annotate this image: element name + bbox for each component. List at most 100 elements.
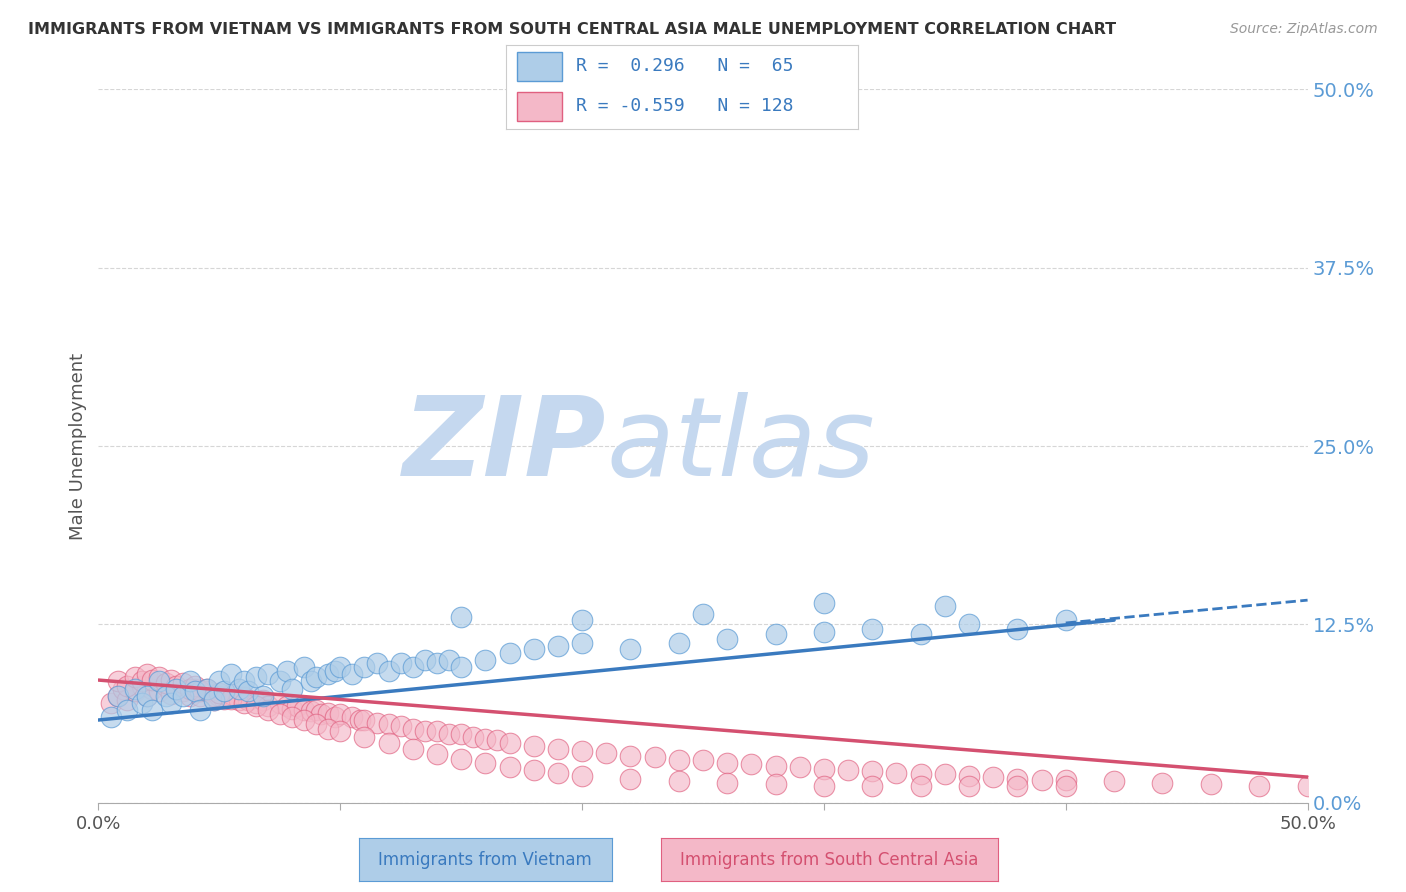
Point (329, 724, 352, 739)
Point (450, 751, 472, 765)
Point (188, 703, 211, 717)
Point (228, 681, 250, 696)
Point (204, 693, 226, 707)
Point (117, 679, 139, 693)
Point (232, 696, 254, 710)
Point (957, 617, 980, 632)
Point (188, 684, 211, 698)
Point (1007, 772, 1029, 786)
Point (155, 676, 177, 690)
Point (644, 750, 666, 764)
Point (172, 684, 194, 698)
Point (238, 693, 260, 707)
Point (117, 693, 139, 707)
Point (692, 607, 714, 622)
Bar (517, 92, 562, 120)
Point (204, 693, 226, 707)
Point (184, 681, 207, 696)
Point (111, 681, 134, 696)
Point (353, 713, 375, 727)
Point (165, 681, 187, 696)
Point (100, 696, 122, 710)
Point (135, 689, 157, 703)
Point (305, 703, 328, 717)
Point (765, 777, 787, 791)
Point (285, 698, 308, 713)
Point (860, 622, 883, 636)
Point (498, 736, 520, 750)
Point (256, 667, 278, 681)
Point (342, 710, 364, 724)
Point (474, 756, 496, 770)
Point (292, 660, 315, 674)
Point (256, 703, 278, 717)
Point (619, 641, 641, 656)
Point (148, 670, 170, 684)
Point (413, 653, 436, 667)
Point (299, 674, 322, 689)
Point (276, 698, 298, 713)
Point (188, 689, 211, 703)
Point (353, 730, 375, 744)
Point (450, 727, 472, 741)
Point (195, 681, 218, 696)
Text: Immigrants from South Central Asia: Immigrants from South Central Asia (681, 851, 979, 869)
Point (595, 746, 617, 760)
Point (155, 689, 177, 703)
Point (325, 665, 347, 679)
Point (232, 674, 254, 689)
Point (141, 703, 163, 717)
Point (165, 681, 187, 696)
Point (789, 760, 811, 774)
Point (668, 774, 690, 789)
Point (256, 698, 278, 713)
Point (813, 596, 835, 610)
Point (523, 763, 546, 777)
Point (377, 736, 399, 750)
Point (212, 684, 235, 698)
Point (204, 689, 226, 703)
Point (184, 679, 207, 693)
Point (107, 689, 129, 703)
Point (281, 701, 304, 715)
Point (172, 689, 194, 703)
Point (245, 696, 267, 710)
Point (813, 779, 835, 793)
Point (124, 670, 146, 684)
Point (668, 753, 690, 767)
Point (1296, 779, 1319, 793)
Point (860, 764, 883, 779)
Point (1007, 779, 1029, 793)
Point (107, 689, 129, 703)
Point (124, 681, 146, 696)
Point (571, 636, 593, 650)
Point (426, 724, 449, 739)
Point (765, 627, 787, 641)
Point (571, 613, 593, 627)
Point (474, 653, 496, 667)
Point (934, 767, 956, 781)
Point (299, 705, 322, 719)
Point (547, 741, 569, 756)
Point (571, 769, 593, 783)
Point (269, 696, 291, 710)
Point (131, 674, 153, 689)
Point (172, 676, 194, 690)
Point (1102, 774, 1125, 789)
Point (148, 674, 170, 689)
Point (981, 770, 1004, 784)
Point (305, 717, 328, 731)
Point (547, 765, 569, 780)
Point (135, 689, 157, 703)
Point (353, 660, 375, 674)
Point (160, 673, 183, 687)
Point (160, 687, 183, 701)
Point (450, 610, 472, 624)
Point (184, 684, 207, 698)
Point (316, 722, 339, 736)
Point (316, 667, 339, 681)
Point (195, 681, 218, 696)
Point (245, 670, 267, 684)
Point (474, 731, 496, 746)
Point (349, 713, 371, 727)
